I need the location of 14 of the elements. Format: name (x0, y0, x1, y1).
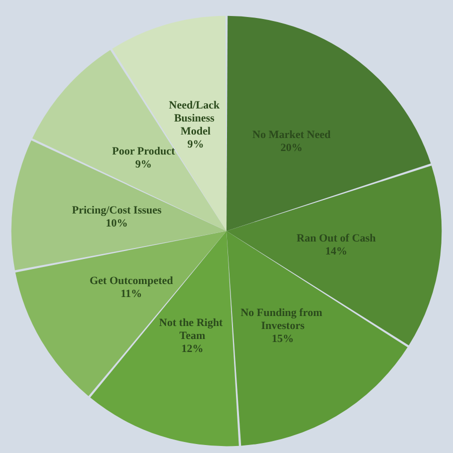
slice-label: Poor Product (112, 145, 176, 158)
data-label: 11% (120, 288, 142, 300)
data-label: 14% (325, 245, 348, 258)
slice-label: Not the Right Team (159, 317, 226, 342)
slice-label: Pricing/Cost Issues (72, 204, 162, 217)
data-label: 15% (272, 333, 294, 346)
data-label: 12% (181, 343, 204, 356)
data-label: 10% (106, 218, 128, 230)
data-label: 9% (187, 138, 204, 150)
slice-label: Ran Out of Cash (296, 232, 376, 244)
slice-label: Need/Lack Business Model (168, 99, 222, 138)
data-label: 9% (135, 158, 152, 170)
slice-label: No Funding from Investors (240, 307, 326, 332)
slice-label: Get Outcompeted (90, 274, 174, 287)
